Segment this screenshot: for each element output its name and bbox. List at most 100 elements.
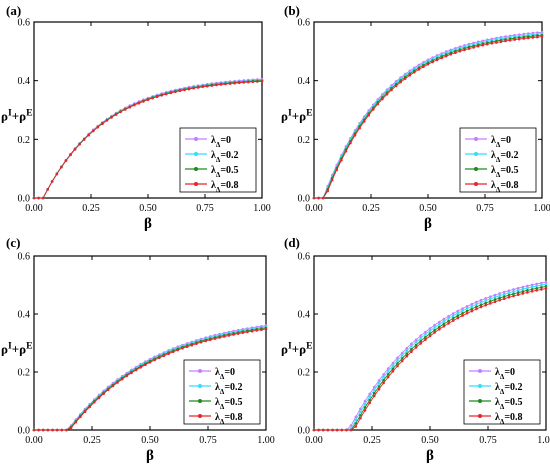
legend-swatch-marker xyxy=(194,152,198,156)
data-point xyxy=(256,80,259,83)
data-point xyxy=(526,286,529,290)
data-point xyxy=(507,293,511,297)
data-point xyxy=(461,307,464,310)
data-point xyxy=(60,428,64,432)
data-point xyxy=(438,328,441,331)
data-point xyxy=(215,83,218,87)
data-point xyxy=(73,148,77,151)
data-point xyxy=(169,91,173,95)
data-point xyxy=(204,339,207,343)
data-point xyxy=(431,60,434,64)
legend-label: λΔ=0 xyxy=(215,367,235,381)
data-point xyxy=(495,41,498,44)
x-tick-label: 0.00 xyxy=(305,203,323,214)
data-point xyxy=(442,322,446,326)
data-point xyxy=(530,288,534,291)
y-tick-label: 0.0 xyxy=(18,426,31,437)
y-axis-label: ρI+ρE xyxy=(281,340,313,357)
data-point xyxy=(475,307,478,311)
data-point xyxy=(209,338,212,342)
data-point xyxy=(438,320,441,324)
data-point xyxy=(101,122,104,125)
panel-label: (c) xyxy=(6,235,20,250)
y-tick-label: 0.6 xyxy=(298,18,311,29)
data-point xyxy=(46,428,50,432)
legend-label: λΔ=0 xyxy=(211,135,231,149)
x-axis-label: β xyxy=(426,448,434,464)
legend-label: λΔ=0.5 xyxy=(215,397,243,411)
chart-panel-d: 0.00 0.25 0.50 0.75 1.00 0.0 0.2 0.4 0.6 (d) β ρI+ρ… xyxy=(281,235,550,464)
data-point xyxy=(391,361,395,365)
data-point xyxy=(362,120,366,123)
data-point xyxy=(461,314,464,317)
data-point xyxy=(399,80,402,84)
y-axis-label: ρI+ρE xyxy=(1,340,33,357)
data-point xyxy=(87,133,90,137)
data-point xyxy=(37,428,40,432)
data-point xyxy=(428,332,432,335)
legend-label: λΔ=0.2 xyxy=(211,150,239,164)
x-tick-label: 0.25 xyxy=(362,203,380,214)
data-point xyxy=(405,352,409,356)
data-point xyxy=(251,80,255,84)
data-point xyxy=(410,342,413,346)
data-point xyxy=(521,285,525,289)
panel-label: (d) xyxy=(284,235,300,250)
data-point xyxy=(247,80,250,84)
data-point xyxy=(526,291,529,294)
data-point xyxy=(187,87,191,91)
data-point xyxy=(530,283,534,287)
data-point xyxy=(512,290,515,293)
data-point xyxy=(414,340,418,344)
data-point xyxy=(88,405,91,409)
data-point xyxy=(489,302,492,305)
data-point xyxy=(382,375,385,379)
data-point xyxy=(451,314,455,318)
x-tick-label: 0.75 xyxy=(476,203,494,214)
data-point xyxy=(502,290,506,294)
x-tick-label: 1.00 xyxy=(537,435,550,446)
data-point xyxy=(426,63,430,66)
data-point xyxy=(535,282,538,286)
chart-panel-c: 0.00 0.25 0.50 0.75 1.00 0.0 0.2 0.4 0.6 (c) β ρI+ρ… xyxy=(1,235,275,464)
data-point xyxy=(424,333,427,336)
data-point xyxy=(490,42,494,45)
data-point xyxy=(359,414,362,417)
data-point xyxy=(37,196,40,200)
x-tick-label: 1.00 xyxy=(533,203,550,214)
data-point xyxy=(312,196,316,200)
y-tick-label: 0.6 xyxy=(18,252,31,263)
legend-label: λΔ=0 xyxy=(495,367,515,381)
data-point xyxy=(508,39,512,42)
data-point xyxy=(218,336,221,339)
data-point xyxy=(139,366,142,369)
data-point xyxy=(472,46,475,49)
data-point xyxy=(493,295,497,299)
data-point xyxy=(377,385,381,388)
x-tick-label: 0.00 xyxy=(25,435,43,446)
data-point xyxy=(493,300,497,304)
data-point xyxy=(536,35,539,39)
data-point xyxy=(540,35,544,38)
data-point xyxy=(405,346,409,350)
data-point xyxy=(32,196,36,200)
data-point xyxy=(354,415,358,419)
data-point xyxy=(65,428,68,432)
data-point xyxy=(373,391,376,395)
legend-label: λΔ=0 xyxy=(491,135,511,149)
data-point xyxy=(120,377,124,381)
data-point xyxy=(41,196,45,200)
data-point xyxy=(330,178,334,182)
y-tick-label: 0.4 xyxy=(298,76,311,87)
data-point xyxy=(385,93,389,96)
data-point xyxy=(190,343,194,347)
data-point xyxy=(105,119,109,122)
data-point xyxy=(153,358,156,362)
data-point xyxy=(419,334,423,338)
data-point xyxy=(368,395,372,399)
data-point xyxy=(250,329,254,333)
data-point xyxy=(96,125,100,129)
data-point xyxy=(449,53,453,56)
data-point xyxy=(358,126,361,130)
